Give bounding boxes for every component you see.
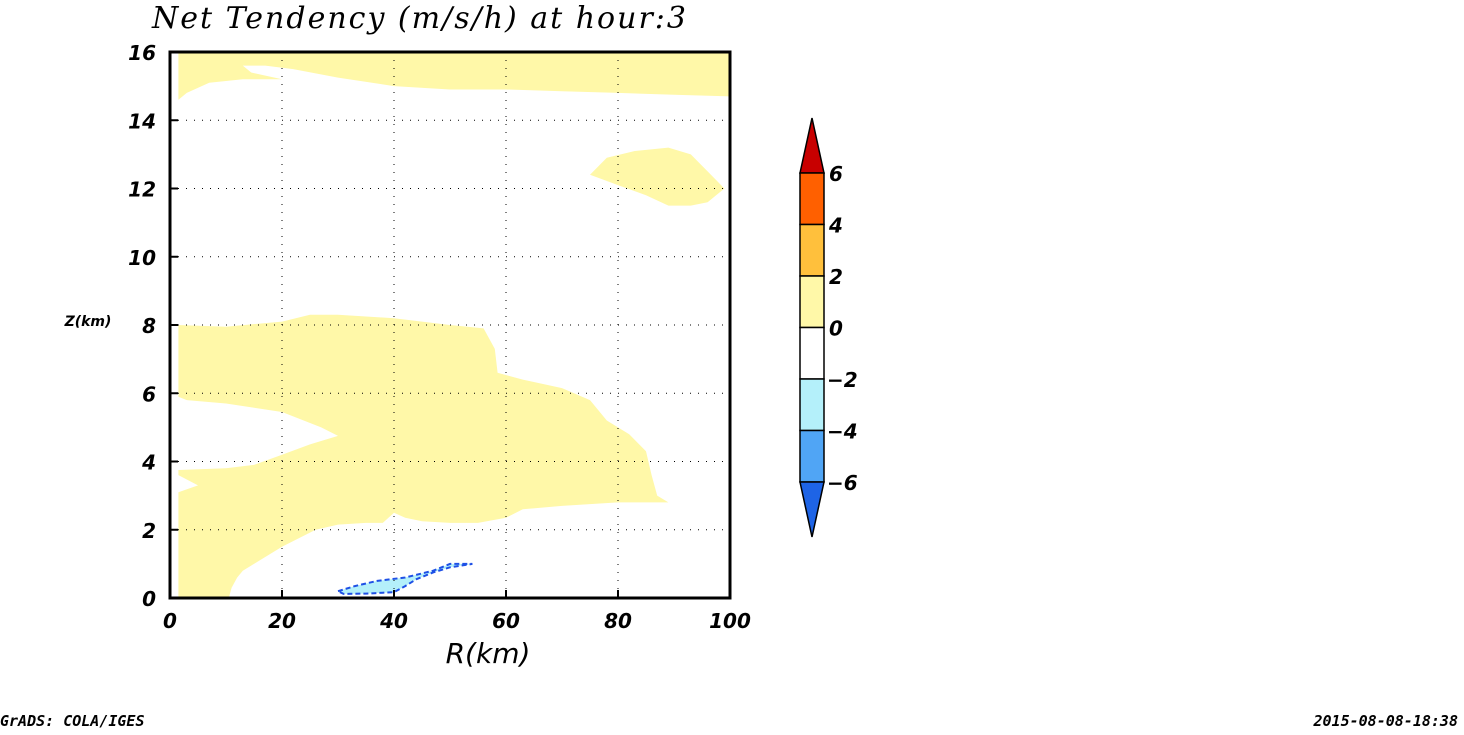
x-tick-label: 80 — [604, 609, 632, 633]
y-tick-label: 14 — [128, 109, 156, 133]
chart-title: Net Tendency (m/s/h) at hour:3 — [151, 1, 688, 36]
contour-region-3 — [335, 562, 473, 595]
footer-left: GrADS: COLA/IGES — [0, 712, 145, 730]
x-tick-label: 20 — [268, 609, 296, 633]
y-tick-label: 16 — [128, 41, 156, 65]
colorbar-box — [799, 378, 825, 432]
y-tick-label: 12 — [128, 178, 156, 202]
contour-region-2 — [178, 314, 669, 598]
colorbar-label: 0 — [829, 317, 843, 341]
y-tick-label: 4 — [141, 451, 156, 475]
plot-area — [168, 50, 732, 600]
colorbar-box — [799, 326, 825, 380]
footer-right: 2015-08-08-18:38 — [1313, 712, 1459, 730]
colorbar: 6 4 2 0 −2 −4 −6 — [799, 117, 858, 538]
colorbar-arrow-top — [799, 117, 825, 174]
contour-fills — [178, 52, 730, 598]
colorbar-label: −2 — [827, 368, 858, 392]
x-tick-label: 100 — [709, 609, 751, 633]
colorbar-box — [799, 223, 825, 277]
y-axis-label: Z(km) — [64, 314, 112, 330]
colorbar-label: 6 — [829, 162, 843, 186]
colorbar-arrow-bottom — [799, 481, 825, 538]
colorbar-box — [799, 172, 825, 226]
y-tick-label: 0 — [142, 587, 156, 611]
x-axis: 0 20 40 60 80 100 — [163, 590, 751, 633]
x-tick-label: 60 — [492, 609, 520, 633]
contour-region-0 — [178, 52, 730, 100]
y-axis: 0 2 4 6 8 10 12 14 16 — [128, 41, 178, 611]
x-axis-label: R(km) — [446, 637, 531, 670]
colorbar-label: 2 — [829, 265, 843, 289]
x-tick-label: 0 — [163, 609, 177, 633]
y-tick-label: 10 — [128, 246, 156, 270]
y-tick-label: 6 — [142, 382, 156, 406]
y-tick-label: 2 — [142, 519, 156, 543]
colorbar-label: 4 — [828, 214, 843, 238]
colorbar-box — [799, 275, 825, 329]
colorbar-label: −6 — [827, 471, 858, 495]
grid-lines — [170, 52, 730, 598]
colorbar-box — [799, 429, 825, 483]
y-tick-label: 8 — [142, 314, 156, 338]
colorbar-label: −4 — [827, 420, 858, 444]
contour-region-1 — [590, 147, 725, 206]
x-tick-label: 40 — [379, 609, 408, 633]
